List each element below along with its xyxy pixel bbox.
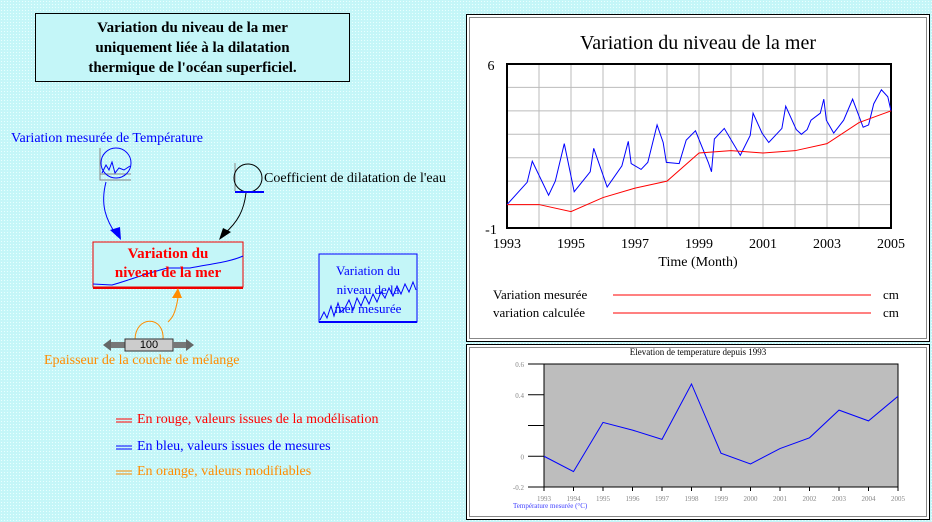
plot-area [543,363,899,488]
measured-box-line: Variation du [336,263,400,278]
x-tick-label: 1995 [557,237,585,252]
coefficient-label: Coefficient de dilatation de l'eau [264,171,446,186]
diagram-links [92,147,418,475]
main-variable-label: Variation du niveau de la mer [93,245,243,283]
measured-box-label: Variation du niveau de la mer mesurée [319,261,417,318]
temp-link-arrow [103,181,118,237]
title-line: thermique de l'océan superficiel. [88,59,297,76]
x-tick-label: 2005 [877,237,905,252]
x-tick-label: 1993 [493,237,521,252]
legend-unit: cm [883,287,899,302]
sea-level-chart-panel: Variation du niveau de la mer 6 -1 1993 1995… [466,14,930,342]
title-box: Variation du niveau de la mer uniquement … [35,13,350,82]
x-tick-label: 1995 [596,495,611,503]
x-tick-label: 2002 [803,495,818,503]
x-tick-label: 1999 [685,237,713,252]
temperature-chart-panel: Elevation de temperature depuis 1993 0.6 0… [466,344,930,520]
x-tick-label: 1998 [685,495,700,503]
title-line: uniquement liée à la dilatation [95,39,290,56]
slider-value[interactable]: 100 [139,339,159,351]
y-tick-label: 0.6 [515,361,524,369]
y-tick-label: -1 [485,223,497,238]
temperature-label: Variation mesurée de Température [11,131,203,146]
title-line: Variation du niveau de la mer [97,19,288,36]
x-axis-label: Time (Month) [658,255,738,270]
x-tick-label: 2005 [891,495,906,503]
thickness-link-arrow [167,297,179,323]
main-variable-line: Variation du [127,246,209,262]
x-tick-label: 2003 [832,495,847,503]
measured-box-line: niveau de la [336,282,400,297]
legend-unit: cm [883,305,899,320]
legend-note-red: En rouge, valeurs issues de la modélisat… [137,412,379,427]
plot-frame [506,63,892,229]
x-tick-label: 1994 [567,495,582,503]
legend-swatches [116,418,132,475]
x-tick-label: 2003 [813,237,841,252]
coefficient-converter-icon[interactable] [233,163,264,193]
x-tick-label: 1997 [621,237,649,252]
x-tick-label: 2001 [773,495,788,503]
x-tick-label: 2000 [744,495,759,503]
temperature-graph-icon[interactable] [99,147,132,181]
measured-box-line: mer mesurée [334,301,402,316]
legend-label: variation calculée [493,305,585,320]
main-variable-line: niveau de la mer [114,265,222,281]
measured-graph-box[interactable] [318,253,418,323]
legend-note-orange: En orange, valeurs modifiables [137,464,312,479]
legend-note-blue: En bleu, valeurs issues de mesures [137,439,331,454]
chart-title: Variation du niveau de la mer [580,32,816,54]
temperature-chart: Elevation de temperature depuis 1993 0.6 0… [513,347,906,510]
x-tick-label: 1999 [714,495,729,503]
x-tick-label: 1993 [537,495,552,503]
x-tick-label: 1997 [655,495,670,503]
y-tick-label: 0 [521,453,525,461]
legend-label: Température mesurée (°C) [513,502,588,510]
x-tick-label: 2004 [862,495,877,503]
chart-title: Elevation de temperature depuis 1993 [630,347,767,357]
legend-label: Variation mesurée [493,287,587,302]
series-line-calculated [507,110,892,213]
y-tick-label: 6 [488,59,495,74]
coef-link-arrow [223,192,247,235]
slider-label: Epaisseur de la couche de mélange [44,353,240,368]
main-variable-box[interactable] [92,241,244,289]
y-tick-label: 0.4 [515,392,524,400]
series-line-temperature [543,382,899,473]
thickness-slider[interactable] [103,338,194,352]
x-tick-label: 2001 [749,237,777,252]
series-line-measured [506,88,892,205]
y-tick-label: -0.2 [513,484,525,492]
x-tick-label: 1996 [626,495,641,503]
